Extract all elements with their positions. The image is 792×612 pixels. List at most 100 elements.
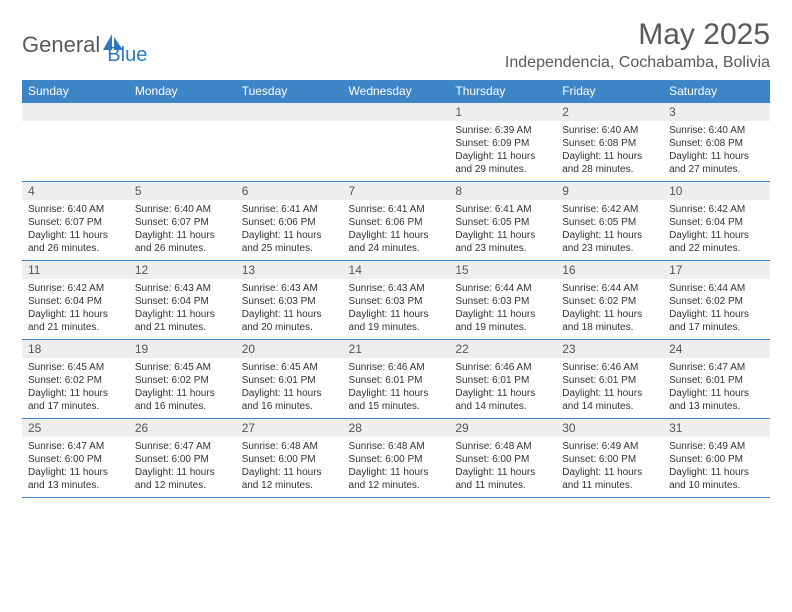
day-details: [236, 121, 343, 181]
day-cell: 15Sunrise: 6:44 AMSunset: 6:03 PMDayligh…: [449, 261, 556, 340]
day-details: Sunrise: 6:45 AMSunset: 6:02 PMDaylight:…: [22, 358, 129, 418]
sunset-line: Sunset: 6:03 PM: [242, 295, 337, 308]
day-cell: 14Sunrise: 6:43 AMSunset: 6:03 PMDayligh…: [343, 261, 450, 340]
day-cell: 19Sunrise: 6:45 AMSunset: 6:02 PMDayligh…: [129, 340, 236, 419]
logo-text-general: General: [22, 32, 100, 58]
day-cell: [22, 103, 129, 182]
sunset-line: Sunset: 6:00 PM: [28, 453, 123, 466]
day-number: 2: [556, 103, 663, 121]
day-details: Sunrise: 6:47 AMSunset: 6:01 PMDaylight:…: [663, 358, 770, 418]
sunrise-line: Sunrise: 6:48 AM: [242, 440, 337, 453]
dow-sunday: Sunday: [22, 80, 129, 103]
day-details: Sunrise: 6:41 AMSunset: 6:05 PMDaylight:…: [449, 200, 556, 260]
day-number: 1: [449, 103, 556, 121]
day-cell: 26Sunrise: 6:47 AMSunset: 6:00 PMDayligh…: [129, 419, 236, 498]
day-details: Sunrise: 6:39 AMSunset: 6:09 PMDaylight:…: [449, 121, 556, 181]
day-cell: 22Sunrise: 6:46 AMSunset: 6:01 PMDayligh…: [449, 340, 556, 419]
day-cell: 21Sunrise: 6:46 AMSunset: 6:01 PMDayligh…: [343, 340, 450, 419]
day-number: 22: [449, 340, 556, 358]
sunrise-line: Sunrise: 6:40 AM: [669, 124, 764, 137]
day-number: 21: [343, 340, 450, 358]
day-details: Sunrise: 6:45 AMSunset: 6:02 PMDaylight:…: [129, 358, 236, 418]
sunrise-line: Sunrise: 6:41 AM: [242, 203, 337, 216]
sunrise-line: Sunrise: 6:46 AM: [455, 361, 550, 374]
daylight-line: Daylight: 11 hours and 29 minutes.: [455, 150, 550, 176]
day-number: 8: [449, 182, 556, 200]
day-number: 3: [663, 103, 770, 121]
day-number: 29: [449, 419, 556, 437]
daylight-line: Daylight: 11 hours and 18 minutes.: [562, 308, 657, 334]
daylight-line: Daylight: 11 hours and 21 minutes.: [135, 308, 230, 334]
sunrise-line: Sunrise: 6:46 AM: [349, 361, 444, 374]
sunset-line: Sunset: 6:04 PM: [135, 295, 230, 308]
daylight-line: Daylight: 11 hours and 23 minutes.: [455, 229, 550, 255]
day-number: 19: [129, 340, 236, 358]
day-number: 18: [22, 340, 129, 358]
sunset-line: Sunset: 6:02 PM: [135, 374, 230, 387]
sunset-line: Sunset: 6:02 PM: [669, 295, 764, 308]
day-cell: 12 Sunrise: 6:43 AMSunset: 6:04 PMDayligh…: [129, 261, 236, 340]
dow-saturday: Saturday: [663, 80, 770, 103]
sunset-line: Sunset: 6:01 PM: [669, 374, 764, 387]
day-number: 31: [663, 419, 770, 437]
week-row: 1Sunrise: 6:39 AMSunset: 6:09 PMDaylight…: [22, 103, 770, 182]
sunset-line: Sunset: 6:08 PM: [562, 137, 657, 150]
day-cell: 20Sunrise: 6:45 AMSunset: 6:01 PMDayligh…: [236, 340, 343, 419]
weeks-body: 1Sunrise: 6:39 AMSunset: 6:09 PMDaylight…: [22, 103, 770, 498]
day-cell: 10Sunrise: 6:42 AMSunset: 6:04 PMDayligh…: [663, 182, 770, 261]
daylight-line: Daylight: 11 hours and 20 minutes.: [242, 308, 337, 334]
sunset-line: Sunset: 6:06 PM: [242, 216, 337, 229]
sunset-line: Sunset: 6:01 PM: [562, 374, 657, 387]
daylight-line: Daylight: 11 hours and 12 minutes.: [349, 466, 444, 492]
day-number: [236, 103, 343, 121]
dow-monday: Monday: [129, 80, 236, 103]
sunrise-line: Sunrise: 6:43 AM: [135, 282, 230, 295]
day-cell: 30Sunrise: 6:49 AMSunset: 6:00 PMDayligh…: [556, 419, 663, 498]
dow-wednesday: Wednesday: [343, 80, 450, 103]
sunset-line: Sunset: 6:00 PM: [135, 453, 230, 466]
day-number: 4: [22, 182, 129, 200]
sunset-line: Sunset: 6:00 PM: [349, 453, 444, 466]
day-cell: 6Sunrise: 6:41 AMSunset: 6:06 PMDaylight…: [236, 182, 343, 261]
sunset-line: Sunset: 6:03 PM: [455, 295, 550, 308]
daylight-line: Daylight: 11 hours and 14 minutes.: [562, 387, 657, 413]
week-row: 18Sunrise: 6:45 AMSunset: 6:02 PMDayligh…: [22, 340, 770, 419]
day-details: Sunrise: 6:41 AMSunset: 6:06 PMDaylight:…: [236, 200, 343, 260]
day-number: 30: [556, 419, 663, 437]
daylight-line: Daylight: 11 hours and 28 minutes.: [562, 150, 657, 176]
sunrise-line: Sunrise: 6:42 AM: [562, 203, 657, 216]
sunrise-line: Sunrise: 6:48 AM: [349, 440, 444, 453]
week-row: 4Sunrise: 6:40 AMSunset: 6:07 PMDaylight…: [22, 182, 770, 261]
day-cell: 11Sunrise: 6:42 AMSunset: 6:04 PMDayligh…: [22, 261, 129, 340]
sunset-line: Sunset: 6:05 PM: [455, 216, 550, 229]
day-details: Sunrise: 6:48 AMSunset: 6:00 PMDaylight:…: [236, 437, 343, 497]
daylight-line: Daylight: 11 hours and 27 minutes.: [669, 150, 764, 176]
logo-text-blue: Blue: [107, 44, 147, 67]
daylight-line: Daylight: 11 hours and 26 minutes.: [135, 229, 230, 255]
day-number: [22, 103, 129, 121]
day-details: Sunrise: 6:40 AMSunset: 6:08 PMDaylight:…: [663, 121, 770, 181]
logo: General Blue: [22, 22, 147, 67]
day-number: 20: [236, 340, 343, 358]
dow-tuesday: Tuesday: [236, 80, 343, 103]
day-number: 6: [236, 182, 343, 200]
sunrise-line: Sunrise: 6:44 AM: [455, 282, 550, 295]
day-details: [22, 121, 129, 181]
daylight-line: Daylight: 11 hours and 22 minutes.: [669, 229, 764, 255]
sunrise-line: Sunrise: 6:41 AM: [455, 203, 550, 216]
sunset-line: Sunset: 6:00 PM: [455, 453, 550, 466]
day-number: 12: [129, 261, 236, 279]
day-number: 7: [343, 182, 450, 200]
daylight-line: Daylight: 11 hours and 16 minutes.: [135, 387, 230, 413]
day-number: 24: [663, 340, 770, 358]
day-cell: 13Sunrise: 6:43 AMSunset: 6:03 PMDayligh…: [236, 261, 343, 340]
day-details: Sunrise: 6:47 AMSunset: 6:00 PMDaylight:…: [129, 437, 236, 497]
sunset-line: Sunset: 6:01 PM: [349, 374, 444, 387]
daylight-line: Daylight: 11 hours and 12 minutes.: [135, 466, 230, 492]
day-number: 10: [663, 182, 770, 200]
sunrise-line: Sunrise: 6:45 AM: [28, 361, 123, 374]
sunset-line: Sunset: 6:04 PM: [28, 295, 123, 308]
day-cell: 8Sunrise: 6:41 AMSunset: 6:05 PMDaylight…: [449, 182, 556, 261]
daylight-line: Daylight: 11 hours and 17 minutes.: [669, 308, 764, 334]
day-details: Sunrise: 6:41 AMSunset: 6:06 PMDaylight:…: [343, 200, 450, 260]
